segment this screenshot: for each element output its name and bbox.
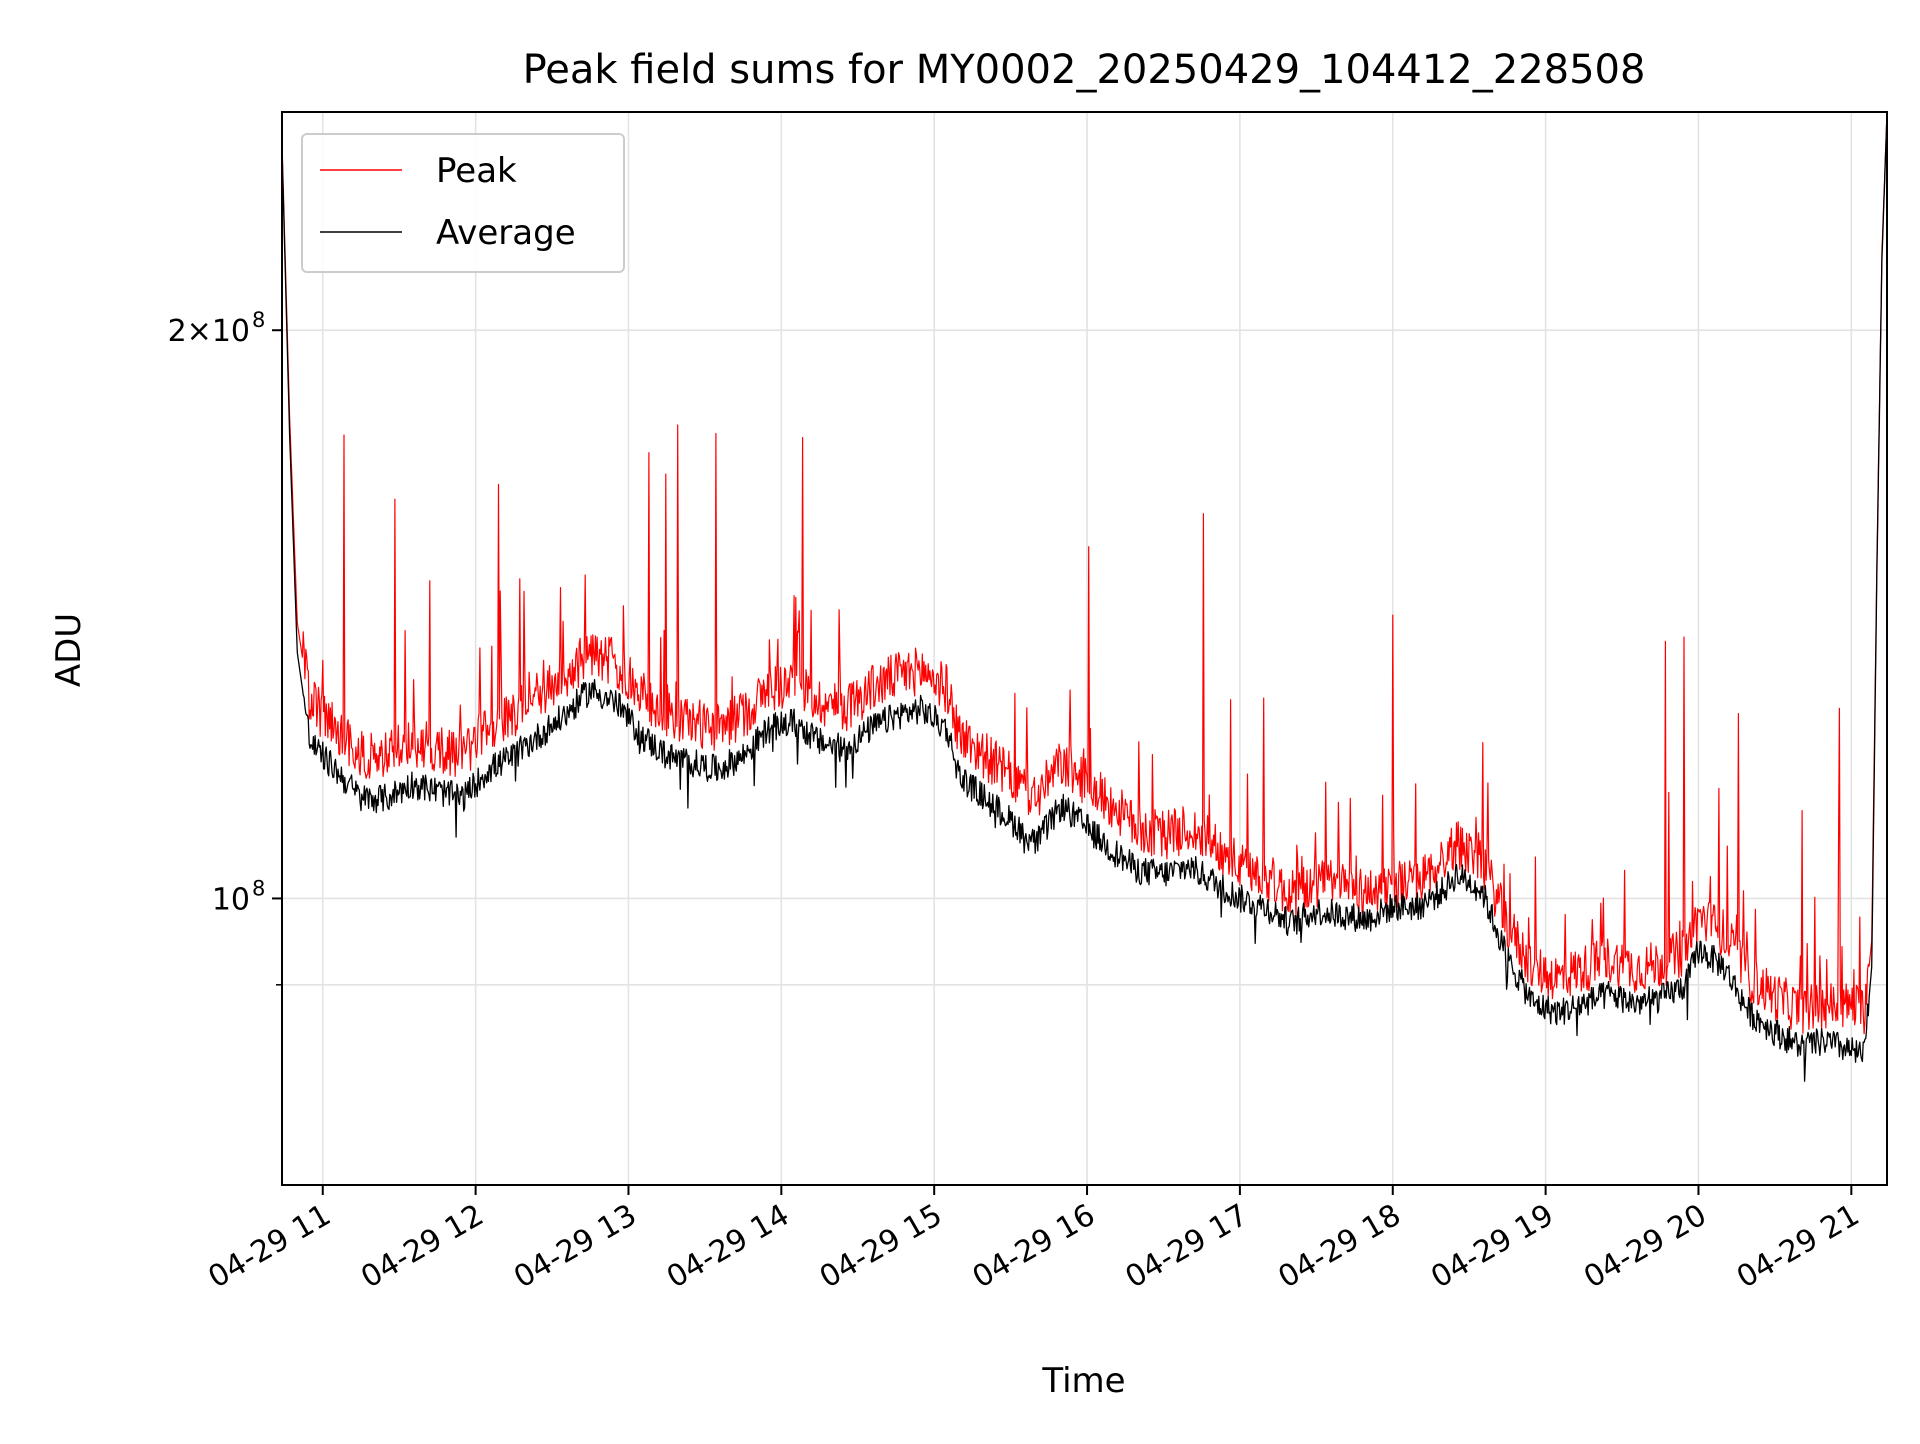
legend-label-peak: Peak [436, 151, 517, 191]
chart-title: Peak field sums for MY0002_20250429_1044… [523, 47, 1646, 93]
plot-frame [281, 111, 1888, 1186]
y-tick-label: 2×10 [168, 314, 250, 349]
y-tick-exponent: 8 [252, 308, 265, 332]
legend: Peak Average [301, 133, 625, 273]
legend-box [301, 133, 625, 273]
y-axis-label: ADU [49, 613, 89, 687]
series-line-peak [282, 112, 1887, 1035]
series-layer [282, 112, 1887, 1082]
series-line-average [282, 112, 1887, 1082]
x-axis-label: Time [1041, 1361, 1125, 1401]
y-tick-label: 10 [212, 882, 250, 917]
legend-label-average: Average [436, 213, 576, 253]
y-tick-exponent: 8 [252, 876, 265, 900]
